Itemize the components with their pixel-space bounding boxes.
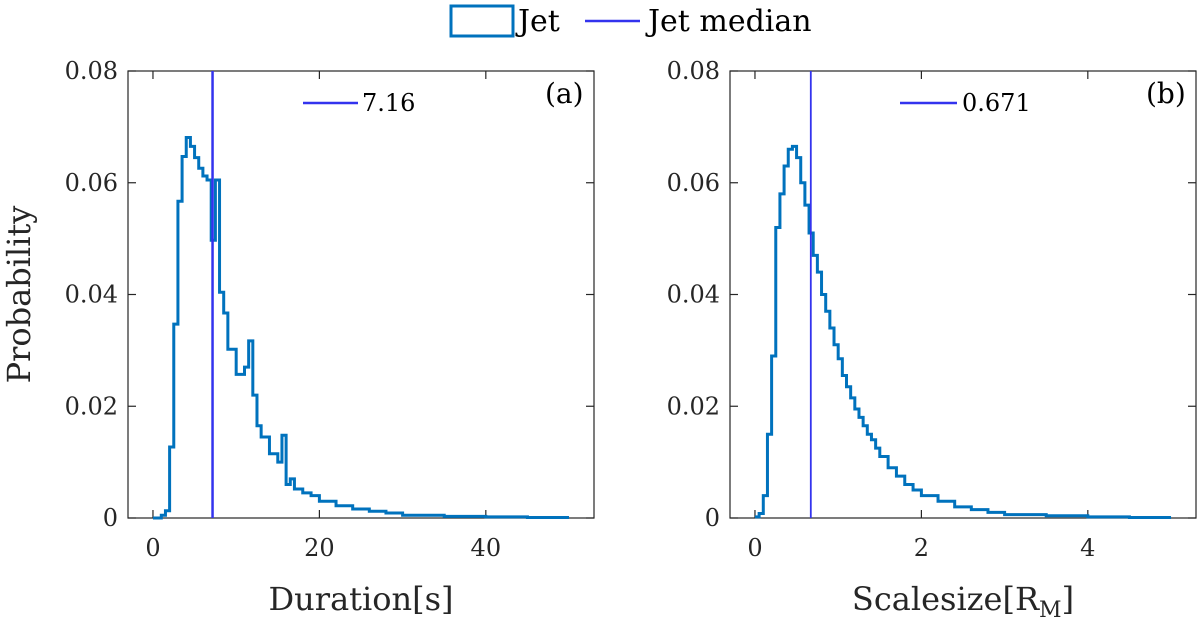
axes-frame [729,70,1197,519]
legend: Jet Jet median [449,4,812,39]
panel-label: (a) [545,77,584,110]
y-tick-label: 0.02 [65,392,118,420]
legend-jet-label: Jet [515,4,560,39]
y-tick-label: 0.06 [65,169,118,197]
x-tick-label: 2 [914,534,929,562]
y-tick-label: 0.08 [667,57,720,85]
panel-b: 0 0.02 0.04 0.06 0.08 0 2 4 0.671 (b) Scalesize[RM… [667,57,1197,620]
y-tick-label: 0.04 [65,281,118,309]
panel-label: (b) [1146,77,1186,110]
x-tick-label: 20 [304,534,335,562]
y-tick-label: 0.08 [65,57,118,85]
x-axis-label: Duration[s] [269,580,454,618]
median-value-label: 7.16 [362,89,415,117]
y-axis-label: Probability [0,206,38,384]
y-tick-label: 0 [103,504,118,532]
panel-a: 0 0.02 0.04 0.06 0.08 0 20 40 7.16 (a) Duration[s]… [0,57,595,618]
y-tick-label: 0.04 [667,281,720,309]
legend-median-label: Jet median [645,4,812,39]
axes-frame [127,70,595,519]
x-axis-label: Scalesize[RM] [852,580,1074,620]
y-tick-label: 0 [705,504,720,532]
histogram-stairs-jet [754,144,1172,519]
x-tick-label: 0 [145,534,160,562]
x-tick-label: 40 [471,534,502,562]
y-tick-label: 0.06 [667,169,720,197]
x-tick-label: 0 [747,534,762,562]
y-tick-label: 0.02 [667,392,720,420]
histogram-stairs-jet [152,135,570,520]
legend-jet-patch [449,4,515,38]
x-tick-label: 4 [1080,534,1095,562]
median-value-label: 0.671 [962,89,1031,117]
